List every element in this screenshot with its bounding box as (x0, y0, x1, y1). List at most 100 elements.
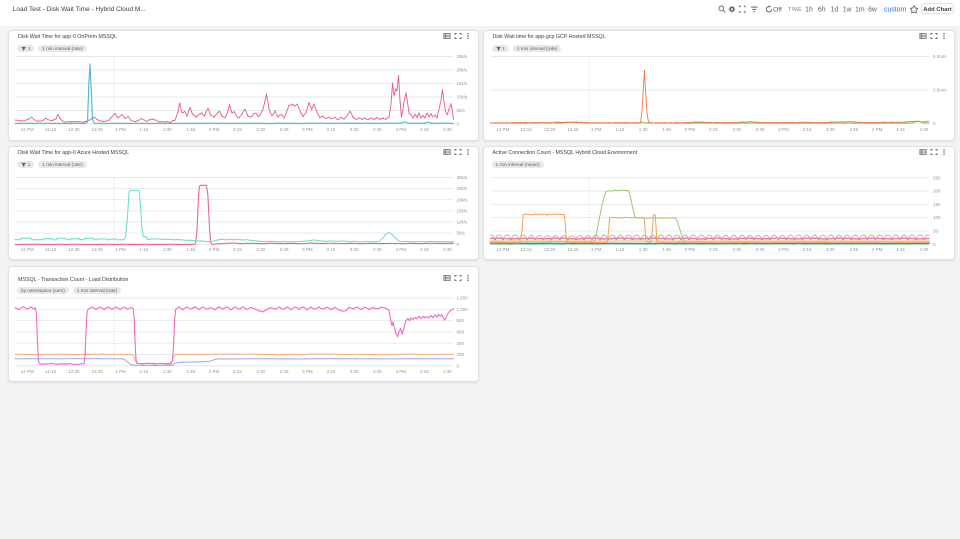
svg-text:1h: 1h (805, 6, 813, 13)
svg-text:4 PM: 4 PM (396, 127, 407, 132)
svg-text:3:45: 3:45 (373, 369, 382, 374)
svg-text:1:30: 1:30 (163, 369, 172, 374)
svg-text:1:30: 1:30 (638, 247, 647, 252)
svg-text:150: 150 (933, 202, 941, 207)
svg-text:25k/s: 25k/s (457, 54, 469, 59)
svg-text:12:45: 12:45 (92, 247, 104, 252)
svg-text:3 PM: 3 PM (778, 127, 789, 132)
svg-text:12:45: 12:45 (92, 369, 104, 374)
svg-text:4:30: 4:30 (443, 369, 452, 374)
svg-text:12:30: 12:30 (543, 247, 555, 252)
svg-text:2:45: 2:45 (280, 247, 289, 252)
svg-text:3:15: 3:15 (326, 247, 335, 252)
svg-text:2 PM: 2 PM (209, 369, 220, 374)
svg-text:12:30: 12:30 (68, 127, 80, 132)
svg-text:4:15: 4:15 (420, 127, 429, 132)
svg-text:12 PM: 12 PM (21, 247, 34, 252)
svg-text:20k/s: 20k/s (457, 68, 469, 73)
svg-text:4 PM: 4 PM (396, 247, 407, 252)
svg-text:2:30: 2:30 (256, 247, 265, 252)
svg-text:Off: Off (773, 6, 782, 13)
svg-text:1:30: 1:30 (163, 247, 172, 252)
svg-text:2:15: 2:15 (233, 127, 242, 132)
svg-text:3:45: 3:45 (849, 247, 858, 252)
svg-text:12:45: 12:45 (567, 247, 579, 252)
svg-text:12:15: 12:15 (520, 247, 532, 252)
svg-text:400: 400 (457, 341, 465, 346)
svg-text:3:15: 3:15 (802, 247, 811, 252)
svg-text:4:15: 4:15 (896, 247, 905, 252)
svg-text:3:45: 3:45 (373, 127, 382, 132)
svg-text:3:30: 3:30 (350, 369, 359, 374)
svg-text:3:15: 3:15 (326, 369, 335, 374)
svg-text:4:15: 4:15 (896, 127, 905, 132)
svg-text:2:45: 2:45 (755, 247, 764, 252)
svg-text:4:30: 4:30 (443, 127, 452, 132)
svg-text:TIME: TIME (788, 7, 802, 13)
svg-text:6w: 6w (868, 6, 877, 13)
svg-text:4 PM: 4 PM (871, 127, 882, 132)
svg-text:4:30: 4:30 (443, 247, 452, 252)
svg-text:3 PM: 3 PM (778, 247, 789, 252)
svg-text:1,000: 1,000 (457, 307, 469, 312)
svg-text:2 PM: 2 PM (684, 247, 695, 252)
svg-text:3:30: 3:30 (350, 127, 359, 132)
svg-text:1:15: 1:15 (140, 247, 149, 252)
svg-text:0: 0 (933, 121, 936, 126)
svg-text:3 PM: 3 PM (302, 369, 313, 374)
svg-text:4:30: 4:30 (919, 127, 928, 132)
svg-text:1:15: 1:15 (140, 369, 149, 374)
svg-text:2:30: 2:30 (256, 127, 265, 132)
svg-text:1 PM: 1 PM (115, 247, 126, 252)
svg-text:12:15: 12:15 (45, 247, 57, 252)
svg-text:15k/s: 15k/s (457, 209, 469, 214)
svg-text:3:30: 3:30 (350, 247, 359, 252)
svg-text:1:45: 1:45 (662, 247, 671, 252)
svg-text:2:30: 2:30 (732, 247, 741, 252)
svg-text:2 PM: 2 PM (684, 127, 695, 132)
svg-text:1d: 1d (831, 6, 839, 13)
svg-text:2:45: 2:45 (755, 127, 764, 132)
svg-text:2:45: 2:45 (280, 369, 289, 374)
svg-text:4:15: 4:15 (420, 247, 429, 252)
svg-text:1 PM: 1 PM (115, 369, 126, 374)
svg-text:200: 200 (933, 189, 941, 194)
svg-text:10k/s: 10k/s (457, 220, 469, 225)
svg-text:custom: custom (884, 6, 906, 13)
svg-text:3:45: 3:45 (849, 127, 858, 132)
svg-text:800: 800 (457, 318, 465, 323)
svg-text:1 PM: 1 PM (115, 127, 126, 132)
svg-text:4 PM: 4 PM (396, 369, 407, 374)
svg-text:2.5m/s: 2.5m/s (933, 88, 947, 93)
svg-text:3 PM: 3 PM (302, 127, 313, 132)
svg-text:2:45: 2:45 (280, 127, 289, 132)
svg-text:3:30: 3:30 (825, 247, 834, 252)
svg-text:600: 600 (457, 330, 465, 335)
svg-text:100: 100 (933, 215, 941, 220)
svg-text:2:30: 2:30 (732, 127, 741, 132)
svg-text:2:30: 2:30 (256, 369, 265, 374)
svg-text:4:15: 4:15 (420, 369, 429, 374)
svg-text:2:15: 2:15 (708, 127, 717, 132)
svg-text:1:15: 1:15 (140, 127, 149, 132)
svg-text:4 PM: 4 PM (871, 247, 882, 252)
svg-text:12 PM: 12 PM (21, 127, 34, 132)
svg-text:1:45: 1:45 (186, 127, 195, 132)
svg-text:6h: 6h (818, 6, 826, 13)
svg-text:12:30: 12:30 (68, 369, 80, 374)
svg-text:1:30: 1:30 (163, 127, 172, 132)
svg-text:1:30: 1:30 (638, 127, 647, 132)
svg-text:30k/s: 30k/s (457, 175, 469, 180)
svg-text:12 PM: 12 PM (21, 369, 34, 374)
svg-text:5k/s: 5k/s (457, 108, 466, 113)
svg-text:12:15: 12:15 (45, 369, 57, 374)
svg-text:12 PM: 12 PM (496, 247, 509, 252)
svg-text:0: 0 (457, 242, 460, 247)
svg-text:4:30: 4:30 (919, 247, 928, 252)
svg-text:200: 200 (457, 352, 465, 357)
svg-text:0: 0 (457, 363, 460, 368)
svg-text:1 PM: 1 PM (591, 247, 602, 252)
svg-text:1m: 1m (855, 6, 865, 13)
svg-text:1w: 1w (843, 6, 852, 13)
svg-text:1:45: 1:45 (662, 127, 671, 132)
